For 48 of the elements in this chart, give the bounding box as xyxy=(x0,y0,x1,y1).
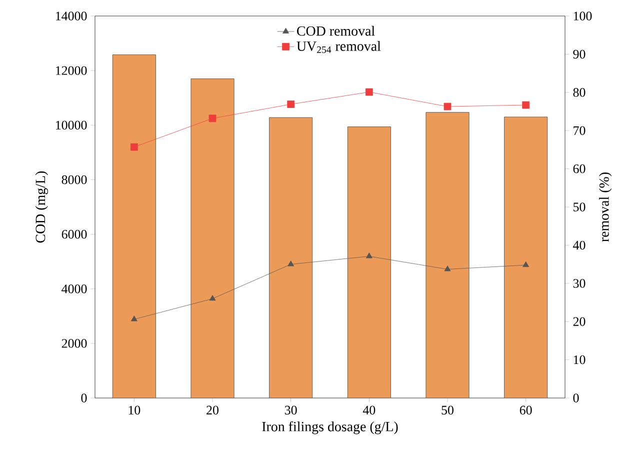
point xyxy=(287,100,295,108)
y-tick-label: 0 xyxy=(81,394,87,402)
y2-tick-label: 40 xyxy=(573,240,586,250)
y2-tick-label: 70 xyxy=(574,126,586,135)
y2-tick-label: 50 xyxy=(574,202,586,212)
point xyxy=(522,261,530,268)
x-tick-label: 30 xyxy=(284,406,297,415)
y2-tick-label: 10 xyxy=(574,355,586,364)
y-tick-label: 6000 xyxy=(62,230,87,239)
y-tick-label: 2000 xyxy=(62,339,87,348)
y2-tick-label: 90 xyxy=(573,50,586,59)
point xyxy=(208,114,216,122)
x-tick-label: 20 xyxy=(206,406,218,415)
point xyxy=(444,266,451,272)
bar xyxy=(426,112,470,398)
bar xyxy=(269,117,313,398)
x-tick-label: 50 xyxy=(442,406,454,415)
bar xyxy=(112,54,156,398)
bar xyxy=(190,78,234,398)
point xyxy=(522,101,530,109)
y2-tick-label: 60 xyxy=(573,164,586,174)
y-axis-title: COD (mg/L) xyxy=(35,171,48,243)
y-tick-label: 4000 xyxy=(62,284,87,294)
y2-axis-title: removal (%) xyxy=(599,172,612,242)
bar xyxy=(504,116,548,398)
legend-label: UV$_{254}$ removal xyxy=(296,41,381,53)
bar xyxy=(347,126,391,398)
x-tick-label: 10 xyxy=(128,406,140,415)
legend-label: COD removal xyxy=(297,26,375,36)
y2-tick-label: 20 xyxy=(573,317,586,326)
y-tick-label: 8000 xyxy=(62,175,87,184)
y2-tick-label: 100 xyxy=(574,12,592,20)
point xyxy=(130,143,138,151)
y-tick-label: 10000 xyxy=(56,120,87,130)
point xyxy=(365,88,373,96)
y2-tick-label: 30 xyxy=(573,279,586,288)
x-tick-label: 60 xyxy=(520,406,532,415)
point xyxy=(366,252,372,258)
point xyxy=(288,260,294,266)
point xyxy=(130,316,138,322)
x-axis-title: Iron filings dosage (g/L) xyxy=(262,421,398,434)
y2-tick-label: 80 xyxy=(573,88,586,97)
x-tick-label: 40 xyxy=(362,406,376,415)
point xyxy=(209,294,216,301)
point xyxy=(444,102,452,110)
y2-tick-label: 0 xyxy=(573,394,579,402)
y-tick-label: 12000 xyxy=(56,66,87,75)
y-tick-label: 14000 xyxy=(56,12,87,20)
